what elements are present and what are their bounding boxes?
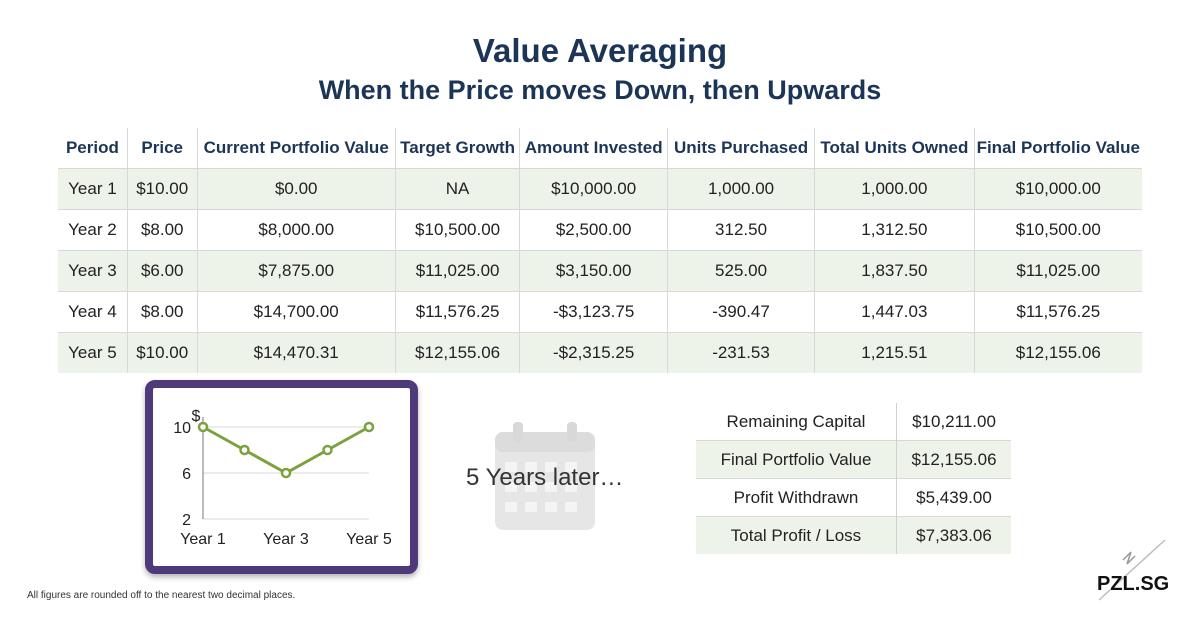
data-point: [363, 421, 375, 433]
table-cell: $6.00: [126, 250, 198, 292]
table-cell: $10,000.00: [519, 168, 668, 210]
data-point: [280, 467, 292, 479]
table-cell: -$2,315.25: [519, 332, 668, 373]
calendar-icon: [495, 422, 595, 530]
table-cell: 1,000.00: [666, 168, 815, 210]
col-target-growth: Target Growth: [394, 128, 520, 169]
table-cell: Year 3: [58, 250, 128, 292]
table-cell: -$3,123.75: [519, 291, 668, 333]
summary-row: Total Profit / Loss $7,383.06: [696, 516, 1011, 554]
series-line: [202, 425, 370, 475]
x-tick-label: Year 5: [346, 531, 392, 548]
summary-value: $7,383.06: [896, 516, 1011, 554]
table-cell: -390.47: [666, 291, 815, 333]
summary-value: $12,155.06: [896, 440, 1011, 479]
col-price: Price: [126, 128, 198, 169]
table-cell: 525.00: [666, 250, 815, 292]
table-cell: 1,215.51: [814, 332, 975, 373]
table-cell: $10.00: [126, 168, 198, 210]
table-cell: $2,500.00: [519, 209, 668, 251]
col-current-portfolio-value: Current Portfolio Value: [196, 128, 396, 169]
brand-logo: PZL.SG: [1097, 573, 1170, 595]
summary-value: $10,211.00: [912, 411, 996, 431]
table-cell: $12,155.06: [394, 332, 520, 373]
table-cell: $10.00: [126, 332, 198, 373]
col-period: Period: [65, 138, 119, 157]
summary-body: Remaining Capital $10,211.00 Final Portfol…: [696, 403, 1011, 554]
table-cell: $12,155.06: [973, 332, 1142, 373]
table-cell: 1,312.50: [814, 209, 975, 251]
data-point: [322, 444, 333, 456]
summary-label: Profit Withdrawn: [696, 478, 897, 517]
table-cell: 312.50: [666, 209, 815, 251]
footnote: All figures are rounded off to the neare…: [27, 590, 296, 601]
table-cell: $10,000.00: [973, 168, 1142, 210]
y-tick-label: 2: [182, 512, 191, 529]
table-body: Year 1 $10.00 $0.00 NA $10,000.00 1,000.00 1,0…: [58, 168, 1142, 373]
table-cell: $3,150.00: [519, 250, 668, 292]
table-cell: Year 5: [58, 332, 128, 373]
data-point: [197, 421, 209, 433]
table-cell: Year 2: [58, 209, 128, 251]
y-axis-label: $: [192, 408, 201, 425]
table-row: Year 3 $6.00 $7,875.00 $11,025.00 $3,150.00 5…: [58, 250, 1142, 292]
table-cell: $7,875.00: [196, 250, 396, 292]
table-cell: -231.53: [666, 332, 815, 373]
summary-row: Remaining Capital $10,211.00: [696, 403, 1011, 441]
table-cell: $10,500.00: [394, 209, 520, 251]
y-tick-label: 6: [182, 466, 191, 483]
page-title: Value Averaging: [472, 32, 728, 69]
summary-value: $5,439.00: [916, 487, 992, 507]
table-row: Year 4 $8.00 $14,700.00 $11,576.25 -$3,123.7…: [58, 291, 1142, 333]
table-cell: $0.00: [196, 168, 396, 210]
table-cell: $11,576.25: [394, 291, 520, 333]
table-row: Year 2 $8.00 $8,000.00 $10,500.00 $2,500.00 3…: [58, 209, 1142, 251]
price-line-chart: 10 6 2 $ Year 1 Year 3 Year 5: [173, 408, 392, 548]
page-subtitle: When the Price moves Down, then Upwards: [318, 75, 882, 105]
table-cell: $10,500.00: [973, 209, 1142, 251]
table-cell: $14,700.00: [196, 291, 396, 333]
col-final-portfolio-value: Final Portfolio Value: [973, 128, 1142, 169]
table-cell: $8.00: [126, 291, 198, 333]
summary-label: Remaining Capital: [696, 403, 897, 441]
table-cell: $14,470.31: [196, 332, 396, 373]
col-units-purchased: Units Purchased: [666, 128, 815, 169]
col-total-units-owned: Total Units Owned: [814, 128, 975, 169]
table-row: Year 1 $10.00 $0.00 NA $10,000.00 1,000.00 1,0…: [58, 168, 1142, 210]
data-point: [239, 444, 250, 456]
summary-row: Profit Withdrawn $5,439.00: [696, 478, 1011, 517]
value-averaging-table: Period Price Current Portfolio Value Tar…: [58, 128, 1142, 373]
table-cell: $11,576.25: [973, 291, 1142, 333]
x-tick-label: Year 1: [180, 531, 226, 548]
price-chart-frame: 10 6 2 $ Year 1 Year 3 Year 5: [145, 380, 418, 574]
table-cell: $8.00: [126, 209, 198, 251]
years-later-text: 5 Years later…: [466, 464, 624, 491]
table-row: Year 5 $10.00 $14,470.31 $12,155.06 -$2,315.…: [58, 332, 1142, 373]
summary-label: Final Portfolio Value: [696, 440, 897, 479]
col-amount-invested: Amount Invested: [519, 128, 668, 169]
brand-mark-icon: [1098, 539, 1166, 601]
table-cell: 1,447.03: [814, 291, 975, 333]
table-cell: $11,025.00: [973, 250, 1142, 292]
table-cell: Year 1: [58, 168, 128, 210]
table-cell: 1,837.50: [814, 250, 975, 292]
summary-row: Final Portfolio Value $12,155.06: [696, 440, 1011, 479]
summary-table: Remaining Capital $10,211.00 Final Portfol…: [696, 403, 1011, 554]
table-cell: Year 4: [58, 291, 128, 333]
table-cell: NA: [394, 168, 520, 210]
x-tick-label: Year 3: [263, 531, 309, 548]
y-tick-label: 10: [173, 420, 191, 437]
summary-label: Total Profit / Loss: [696, 516, 897, 554]
table-cell: 1,000.00: [814, 168, 975, 210]
table-header-row: Period Price Current Portfolio Value Tar…: [58, 128, 1142, 169]
table-cell: $11,025.00: [394, 250, 520, 292]
table-cell: $8,000.00: [196, 209, 396, 251]
